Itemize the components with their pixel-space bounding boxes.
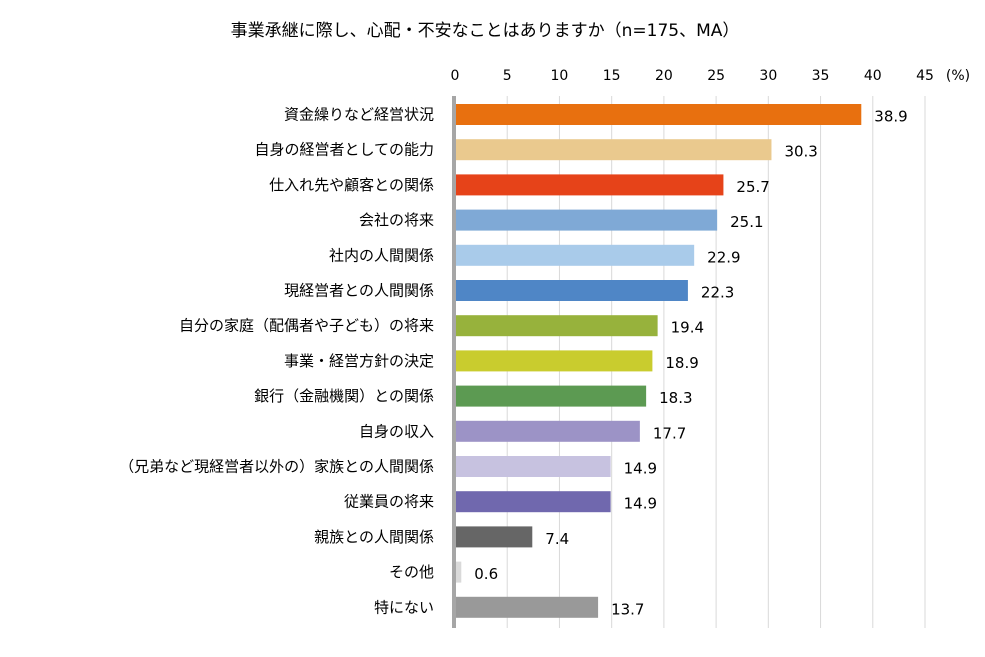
bars xyxy=(455,104,862,618)
data-label: 38.9 xyxy=(874,108,907,126)
bar xyxy=(455,244,695,266)
data-label: 18.9 xyxy=(665,354,698,372)
data-label: 14.9 xyxy=(624,495,657,513)
data-label: 7.4 xyxy=(545,530,569,548)
category-label: 資金繰りなど経営状況 xyxy=(284,106,434,124)
x-tick-label: 5 xyxy=(503,68,512,84)
data-label: 25.7 xyxy=(736,178,769,196)
category-label: 特にない xyxy=(374,598,434,616)
unit-label: (%) xyxy=(946,68,970,84)
category-label: 親族との人間関係 xyxy=(314,528,434,546)
x-axis-ticks: 0 5 10 15 20 25 30 35 40 45 xyxy=(451,68,934,84)
category-label: 従業員の将来 xyxy=(344,493,434,511)
bar xyxy=(455,561,462,583)
bar xyxy=(455,596,599,618)
data-label: 19.4 xyxy=(671,319,704,337)
category-label: 会社の将来 xyxy=(359,211,434,229)
category-label: 自分の家庭（配偶者や子ども）の将来 xyxy=(179,317,434,335)
x-tick-label: 10 xyxy=(551,68,569,84)
category-label: 自身の収入 xyxy=(359,422,434,440)
data-label: 30.3 xyxy=(784,143,817,161)
data-label: 0.6 xyxy=(474,565,498,583)
data-label: 22.9 xyxy=(707,248,740,266)
data-label: 18.3 xyxy=(659,389,692,407)
bar xyxy=(455,350,653,372)
bar xyxy=(455,491,611,513)
x-tick-label: 15 xyxy=(603,68,621,84)
y-axis-line xyxy=(452,96,456,628)
data-label: 14.9 xyxy=(624,460,657,478)
category-label: 社内の人間関係 xyxy=(329,246,434,264)
category-label: 仕入れ先や顧客との関係 xyxy=(269,176,434,194)
data-label: 17.7 xyxy=(653,424,686,442)
category-label: 銀行（金融機関）との関係 xyxy=(254,387,434,405)
x-tick-label: 0 xyxy=(451,68,460,84)
bar xyxy=(455,315,658,337)
bar xyxy=(455,280,688,301)
category-labels: 資金繰りなど経営状況自身の経営者としての能力仕入れ先や顧客との関係会社の将来社内… xyxy=(119,106,434,617)
bar xyxy=(455,456,611,477)
x-tick-label: 45 xyxy=(916,68,934,84)
x-tick-label: 20 xyxy=(655,68,673,84)
x-tick-label: 35 xyxy=(812,68,830,84)
x-tick-label: 30 xyxy=(759,68,777,84)
data-labels: 38.9 30.3 25.7 25.1 22.9 22.3 19.4 18.9 18.3 17.7… xyxy=(474,108,907,619)
chart-title: 事業承継に際し、心配・不安なことはありますか（n=175、MA） xyxy=(231,21,740,41)
category-label: 現経営者との人間関係 xyxy=(284,282,434,300)
x-tick-label: 25 xyxy=(707,68,725,84)
bar xyxy=(455,420,640,442)
data-label: 22.3 xyxy=(701,284,734,302)
category-label: 事業・経営方針の決定 xyxy=(284,352,434,370)
bar xyxy=(455,104,862,125)
category-label: 自身の経営者としての能力 xyxy=(254,141,434,159)
data-label: 13.7 xyxy=(611,600,644,618)
x-tick-label: 40 xyxy=(864,68,882,84)
bar xyxy=(455,139,772,161)
bar xyxy=(455,526,533,548)
bar xyxy=(455,209,718,231)
category-label: （兄弟など現経営者以外の）家族との人間関係 xyxy=(119,458,434,476)
data-label: 25.1 xyxy=(730,213,763,231)
bar xyxy=(455,174,724,196)
bar xyxy=(455,385,647,407)
category-label: その他 xyxy=(389,563,434,581)
